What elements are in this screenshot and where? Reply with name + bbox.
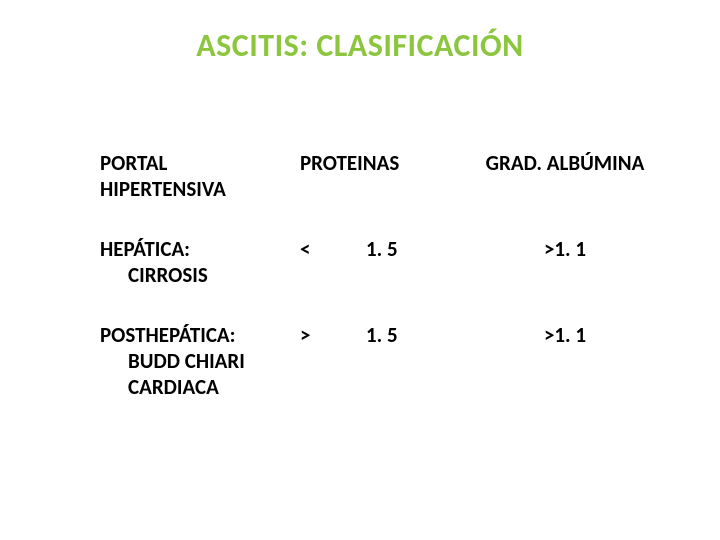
row0-grad: >1. 1 xyxy=(544,236,586,262)
row1-label: POSTHEPÁTICA: xyxy=(100,322,235,348)
header-col1-line2: HIPERTENSIVA xyxy=(100,176,226,202)
header-col3-label: GRAD. ALBÚMINA xyxy=(486,150,645,176)
row1-col2: > 1. 5 xyxy=(300,322,470,348)
header-col2: PROTEINAS xyxy=(300,150,470,176)
header-col1-line1: PORTAL xyxy=(100,150,167,176)
content-area: PORTAL HIPERTENSIVA PROTEINAS GRAD. ALBÚ… xyxy=(100,150,660,434)
row1-col3: >1. 1 xyxy=(470,322,660,348)
row1-value: 1. 5 xyxy=(330,322,398,348)
row0-value: 1. 5 xyxy=(330,236,398,262)
row0-col3: >1. 1 xyxy=(470,236,660,262)
row0-symbol: < xyxy=(300,236,330,262)
header-col2-label: PROTEINAS xyxy=(300,150,399,176)
row0-col2: < 1. 5 xyxy=(300,236,470,262)
row1-sub1: CARDIACA xyxy=(100,374,300,400)
row0-sub0: CIRROSIS xyxy=(100,262,300,288)
row1-col1: POSTHEPÁTICA: BUDD CHIARI CARDIACA xyxy=(100,322,300,400)
header-col3: GRAD. ALBÚMINA xyxy=(470,150,660,176)
data-row-hepatica: HEPÁTICA: CIRROSIS < 1. 5 >1. 1 xyxy=(100,236,660,288)
row0-col1: HEPÁTICA: CIRROSIS xyxy=(100,236,300,288)
header-col1: PORTAL HIPERTENSIVA xyxy=(100,150,300,202)
header-row: PORTAL HIPERTENSIVA PROTEINAS GRAD. ALBÚ… xyxy=(100,150,660,202)
row1-symbol: > xyxy=(300,322,330,348)
row1-grad: >1. 1 xyxy=(544,322,586,348)
slide-title: ASCITIS: CLASIFICACIÓN xyxy=(0,26,720,65)
row1-sub0: BUDD CHIARI xyxy=(100,348,300,374)
data-row-posthepatica: POSTHEPÁTICA: BUDD CHIARI CARDIACA > 1. … xyxy=(100,322,660,400)
row0-label: HEPÁTICA: xyxy=(100,236,190,262)
slide: ASCITIS: CLASIFICACIÓN PORTAL HIPERTENSI… xyxy=(0,0,720,540)
